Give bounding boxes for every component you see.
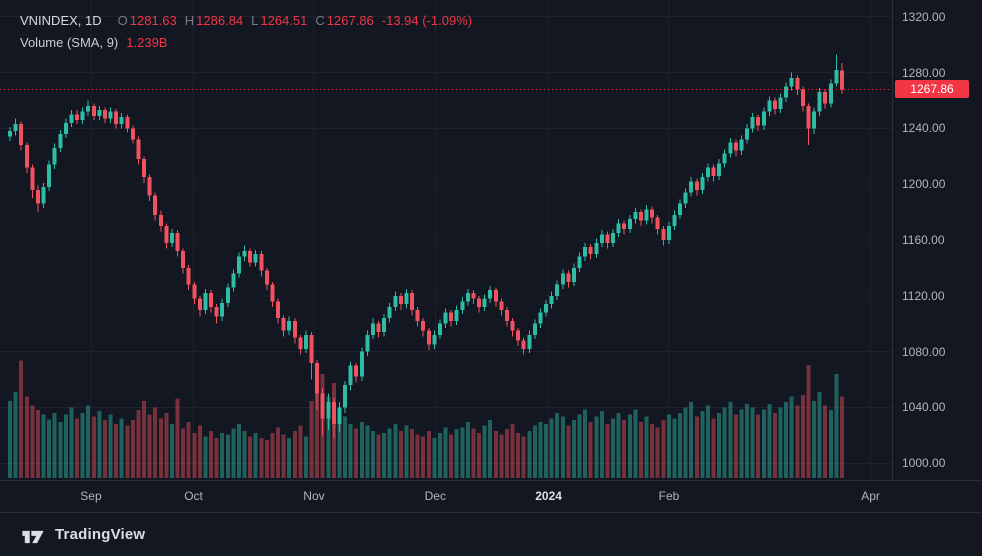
price-axis-label: 1240.00 [902,121,946,136]
open-label: O [117,13,128,28]
open-value: 1281.63 [129,13,177,28]
price-axis-label: 1120.00 [902,288,945,303]
price-axis[interactable]: 1267.86 1320.00 1280.00 1240.00 1200.00 1160… [892,0,982,480]
price-axis-label: 1320.00 [902,9,946,24]
high-label: H [184,13,195,28]
low-value: 1264.51 [260,13,308,28]
close-value: 1267.86 [326,13,374,28]
footer-bar: TradingView [0,512,982,556]
low-label: L [251,13,259,28]
price-axis-label: 1040.00 [902,400,946,415]
time-axis-label[interactable]: Nov [303,489,325,503]
time-axis-label[interactable]: 2024 [535,489,562,503]
symbol-title[interactable]: VNINDEX, 1D [20,13,102,28]
time-axis-label[interactable]: Apr [861,489,880,503]
volume-value: 1.239B [126,35,168,50]
change-value: -13.94 (-1.09%) [381,13,473,28]
high-value: 1286.84 [196,13,244,28]
last-price-tag: 1267.86 [895,80,969,99]
price-axis-label: 1280.00 [902,65,946,80]
volume-row: Volume (SMA, 9) 1.239B [20,35,472,50]
price-axis-label: 1160.00 [902,233,945,247]
time-axis-label[interactable]: Dec [424,489,446,503]
tradingview-brand-text[interactable]: TradingView [55,526,146,543]
price-axis-label: 1200.00 [902,177,946,192]
time-axis-label[interactable]: Oct [184,489,203,503]
tradingview-logo-icon[interactable] [20,526,46,544]
ohlc-row: VNINDEX, 1D O 1281.63 H 1286.84 L 1264.5… [20,13,472,28]
time-axis[interactable]: Sep Oct Nov Dec 2024 Feb Apr [0,480,982,513]
time-axis-label[interactable]: Sep [80,489,102,503]
legend: VNINDEX, 1D O 1281.63 H 1286.84 L 1264.5… [20,13,472,57]
volume-indicator-label[interactable]: Volume (SMA, 9) [20,35,119,50]
price-axis-label: 1080.00 [902,344,946,359]
time-axis-label[interactable]: Feb [658,489,680,503]
close-label: C [315,13,325,28]
chart-area[interactable] [0,0,892,480]
candlestick-plot[interactable] [0,0,892,480]
price-axis-label: 1000.00 [902,456,946,471]
